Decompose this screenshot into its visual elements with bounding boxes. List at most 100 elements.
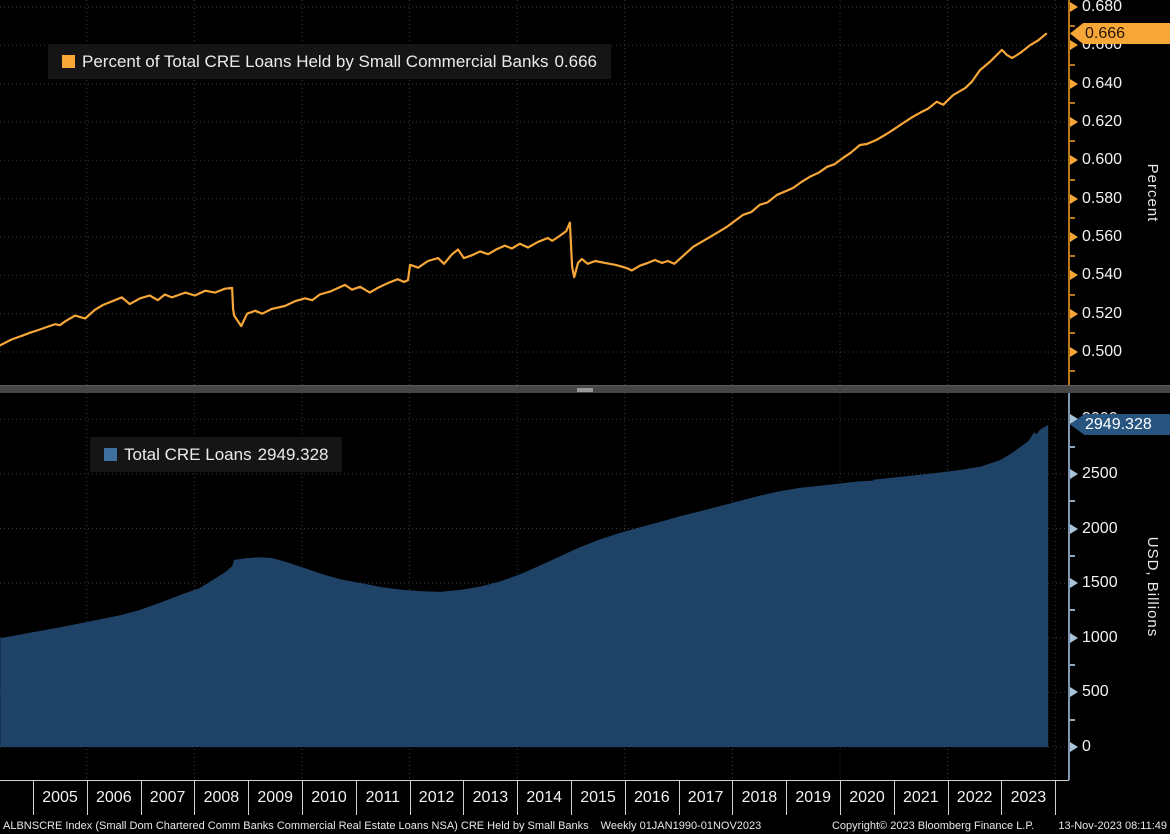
total-loans-legend: Total CRE Loans 2949.328 xyxy=(90,437,343,472)
y-axis-minor-tick xyxy=(1070,609,1075,612)
tick-arrow-icon xyxy=(1070,347,1078,357)
y-axis-tick-label: 0.620 xyxy=(1070,113,1122,131)
tick-text: 0.540 xyxy=(1082,266,1123,284)
x-axis-tick xyxy=(678,780,680,815)
percent-last-value-badge: 0.666 xyxy=(1070,23,1170,44)
tick-text: 2000 xyxy=(1082,519,1118,537)
y-axis-minor-tick xyxy=(1070,25,1075,28)
total-loans-axis-title: USD, Billions xyxy=(1144,536,1161,637)
y-axis-minor-tick xyxy=(1070,255,1075,258)
y-axis-minor-tick xyxy=(1070,293,1075,296)
panel-splitter[interactable] xyxy=(0,385,1170,393)
panel-splitter-handle[interactable] xyxy=(577,388,593,392)
x-axis-year-label: 2008 xyxy=(203,789,240,806)
y-axis-tick-label: 0.560 xyxy=(1070,228,1122,246)
tick-text: 0.620 xyxy=(1082,113,1123,130)
y-axis-tick-label: 0 xyxy=(1070,738,1091,756)
tick-text: 0 xyxy=(1082,738,1091,755)
x-axis-year-label: 2017 xyxy=(687,789,724,806)
total-loans-y-axis: USD, Billions 2949.328 30002500200015001… xyxy=(1068,393,1170,780)
tick-text: 0.580 xyxy=(1082,189,1123,207)
x-axis-tick xyxy=(732,780,734,815)
x-axis-tick xyxy=(409,780,411,815)
percent-legend-swatch xyxy=(62,55,75,68)
tick-text: 0.680 xyxy=(1082,0,1123,15)
tick-arrow-icon xyxy=(1070,2,1078,12)
x-axis-tick xyxy=(1055,780,1057,815)
x-axis-year-label: 2009 xyxy=(257,789,293,806)
x-axis-year-label: 2016 xyxy=(634,789,670,806)
y-axis-tick-label: 2000 xyxy=(1070,520,1118,538)
x-axis-tick xyxy=(517,780,519,815)
y-axis-tick-label: 0.640 xyxy=(1070,75,1122,93)
total-loans-legend-label: Total CRE Loans xyxy=(124,444,252,464)
y-axis-minor-tick xyxy=(1070,445,1075,448)
tick-text: 0.640 xyxy=(1082,74,1123,92)
tick-arrow-icon xyxy=(1070,232,1078,242)
tick-arrow-icon xyxy=(1070,687,1078,698)
x-axis-year-label: 2020 xyxy=(849,789,885,806)
x-axis-tick xyxy=(624,780,626,815)
x-axis-tick xyxy=(248,780,250,815)
y-axis-tick-label: 500 xyxy=(1070,683,1109,701)
percent-legend-value: 0.666 xyxy=(554,51,597,71)
x-axis-tick xyxy=(86,780,88,815)
tick-arrow-icon xyxy=(1070,117,1078,127)
x-axis-tick xyxy=(140,780,142,815)
percent-legend-label: Percent of Total CRE Loans Held by Small… xyxy=(82,51,549,71)
x-axis-tick xyxy=(893,780,895,815)
x-axis-year-label: 2023 xyxy=(1010,789,1047,806)
tick-arrow-icon xyxy=(1070,414,1078,425)
y-axis-minor-tick xyxy=(1070,664,1075,667)
tick-text: 1000 xyxy=(1082,628,1118,646)
y-axis-tick-label: 0.500 xyxy=(1070,343,1122,361)
y-axis-minor-tick xyxy=(1070,178,1075,181)
total-loans-area-series xyxy=(0,424,1049,747)
x-axis-tick xyxy=(840,780,841,815)
percent-panel: Percent of Total CRE Loans Held by Small… xyxy=(0,0,1068,385)
copyright-text: Copyright© 2023 Bloomberg Finance L.P. xyxy=(831,820,1035,832)
x-axis-line xyxy=(0,780,1069,781)
y-axis-minor-tick xyxy=(1070,718,1075,721)
y-axis-minor-tick xyxy=(1070,101,1075,104)
y-axis-tick-label: 0.520 xyxy=(1070,305,1122,323)
x-axis-year-label: 2018 xyxy=(741,789,778,806)
y-axis-minor-tick xyxy=(1070,554,1075,557)
x-axis-year-label: 2005 xyxy=(42,789,78,806)
x-axis-tick xyxy=(302,780,303,815)
periodicity-range: Weekly 01JAN1990-01NOV2023 xyxy=(600,820,762,832)
x-axis-year-label: 2021 xyxy=(903,789,939,806)
x-axis-year-label: 2006 xyxy=(96,789,132,806)
tick-arrow-icon xyxy=(1070,193,1078,204)
total-loans-last-value-badge: 2949.328 xyxy=(1070,414,1170,435)
tick-text: 1500 xyxy=(1082,574,1118,592)
percent-axis-title: Percent xyxy=(1144,163,1161,222)
tick-text: 0.560 xyxy=(1082,228,1123,245)
x-axis-tick xyxy=(463,780,465,815)
y-axis-minor-tick xyxy=(1070,216,1075,219)
x-axis-tick xyxy=(33,780,34,815)
tick-text: 0.600 xyxy=(1082,151,1123,169)
total-loans-panel: Total CRE Loans 2949.328 xyxy=(0,393,1068,780)
x-axis: 2005 2006 2007 2008 2009 2010 2011 2012 2013 2014… xyxy=(0,780,1170,818)
x-axis-tick xyxy=(786,780,788,815)
tick-arrow-icon xyxy=(1070,270,1078,281)
tick-arrow-icon xyxy=(1070,742,1078,752)
x-axis-year-label: 2007 xyxy=(149,789,186,806)
y-axis-tick-label: 1500 xyxy=(1070,574,1118,592)
tick-text: 2500 xyxy=(1082,464,1118,482)
tick-text: 500 xyxy=(1082,683,1109,701)
y-axis-tick-label: 2500 xyxy=(1070,465,1118,483)
x-axis-tick xyxy=(947,780,949,815)
x-axis-tick xyxy=(571,780,572,815)
x-axis-year-label: 2010 xyxy=(311,789,347,806)
x-axis-year-label: 2015 xyxy=(580,789,616,806)
total-loans-legend-value: 2949.328 xyxy=(257,444,329,464)
y-axis-tick-label: 0.680 xyxy=(1070,0,1122,16)
y-axis-tick-label: 0.600 xyxy=(1070,151,1122,169)
y-axis-minor-tick xyxy=(1070,140,1075,143)
x-axis-year-label: 2019 xyxy=(795,789,831,806)
x-axis-tick xyxy=(355,780,357,815)
tick-text: 0.500 xyxy=(1082,343,1123,360)
